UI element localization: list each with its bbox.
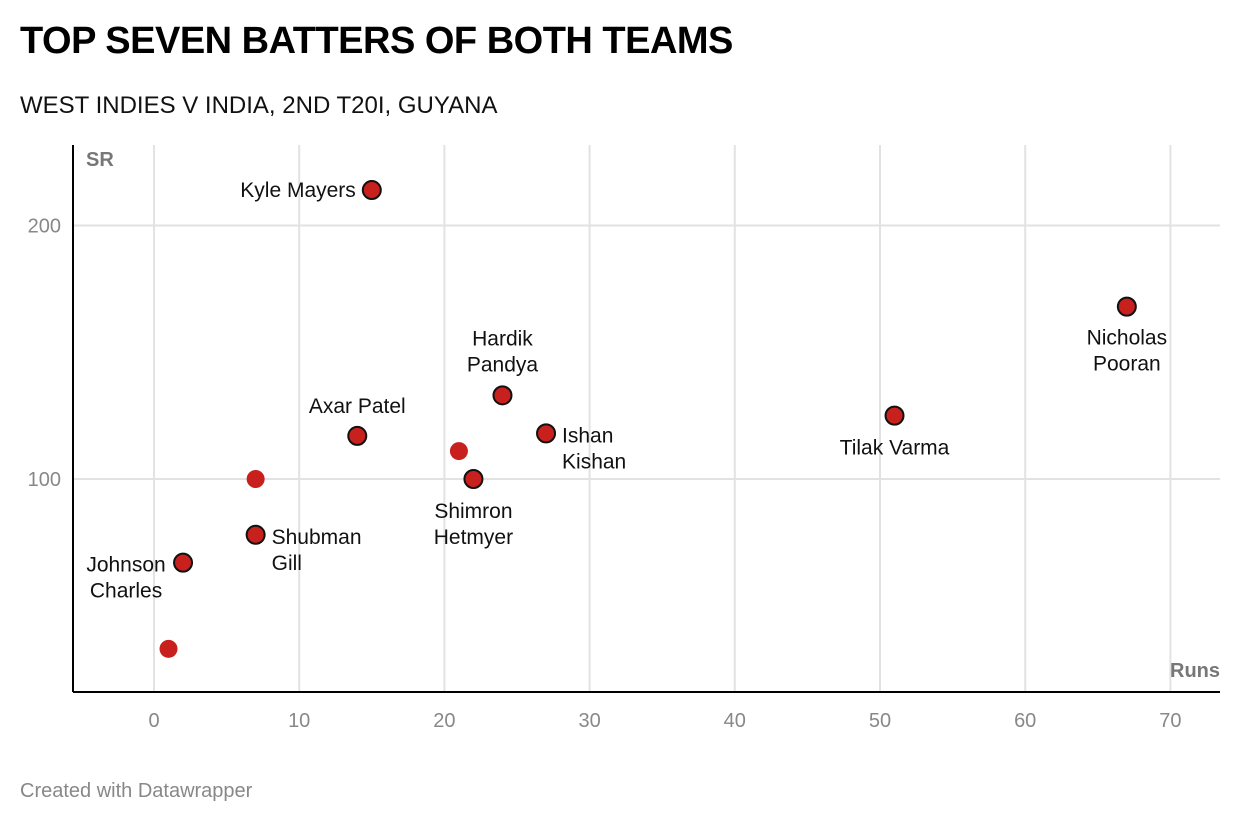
x-tick-label: 60 xyxy=(1014,710,1036,732)
point-label: Hardik Pandya xyxy=(467,327,539,376)
grid-lines xyxy=(73,145,1220,692)
footer-credit: Created with Datawrapper xyxy=(20,780,253,802)
data-point xyxy=(463,469,484,489)
data-points xyxy=(159,180,1137,658)
data-point xyxy=(361,180,382,201)
x-tick-label: 30 xyxy=(578,710,600,732)
chart-title: TOP SEVEN BATTERS OF BOTH TEAMS xyxy=(20,20,733,62)
x-axis-title: Runs xyxy=(1170,660,1220,682)
y-tick-label: 200 xyxy=(28,216,61,238)
chart-subtitle: WEST INDIES V INDIA, 2ND T20I, GUYANA xyxy=(20,92,498,119)
tick-labels: 0 10 20 30 40 50 60 70 100 200 xyxy=(28,216,1182,733)
data-point xyxy=(245,524,266,545)
data-point xyxy=(159,639,178,658)
x-tick-label: 0 xyxy=(148,710,159,732)
x-tick-label: 70 xyxy=(1159,710,1181,732)
data-point xyxy=(246,470,265,488)
data-point xyxy=(1116,296,1137,317)
point-label: Johnson Charles xyxy=(86,554,165,603)
x-tick-label: 10 xyxy=(288,710,310,732)
x-tick-label: 40 xyxy=(724,710,746,732)
data-point xyxy=(536,423,557,444)
point-label: Axar Patel xyxy=(309,395,406,418)
data-point xyxy=(492,385,513,406)
point-label: Kyle Mayers xyxy=(240,179,356,202)
axes xyxy=(72,145,1220,693)
data-point xyxy=(884,405,905,426)
point-label: Shimron Hetmyer xyxy=(434,500,513,549)
y-axis-title: SR xyxy=(86,149,114,171)
point-label: Shubman Gill xyxy=(272,526,362,575)
point-labels: Kyle Mayers Nicholas Pooran Hardik Pandya Til… xyxy=(86,179,1167,603)
data-point xyxy=(347,425,368,446)
point-label: Tilak Varma xyxy=(840,437,950,460)
data-point xyxy=(173,552,194,573)
point-label: Nicholas Pooran xyxy=(1087,327,1168,376)
point-label: Ishan Kishan xyxy=(562,424,626,473)
x-tick-label: 20 xyxy=(433,710,455,732)
y-tick-label: 100 xyxy=(28,469,61,491)
data-point xyxy=(449,442,468,461)
x-tick-label: 50 xyxy=(869,710,891,732)
